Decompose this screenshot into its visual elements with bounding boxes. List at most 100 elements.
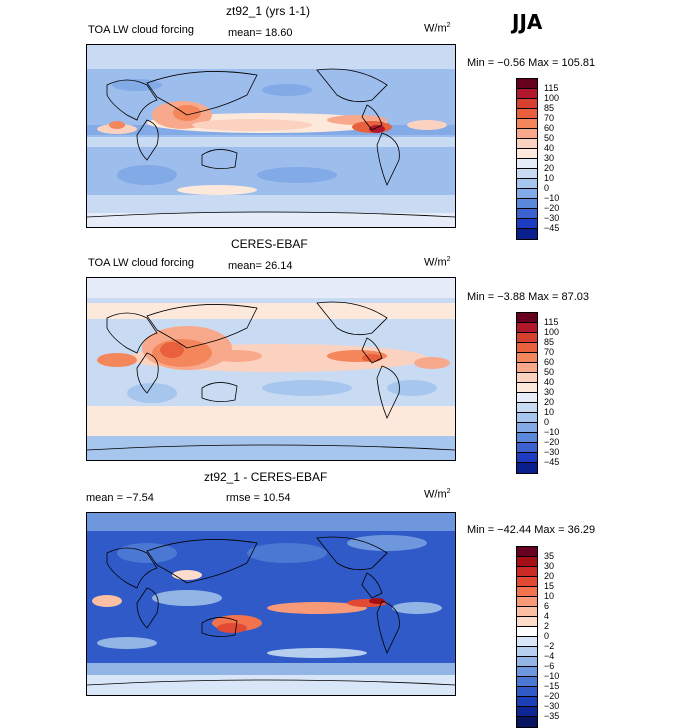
colorbar-tick-label: −35 [544, 711, 560, 721]
panel1-variable-label: TOA LW cloud forcing [88, 24, 194, 36]
colorbar-tick-label: 0 [544, 183, 550, 193]
colorbar-tick-label: −30 [544, 701, 560, 711]
colorbar-swatch [517, 79, 537, 89]
panel1-mean-label: mean= 18.60 [228, 27, 293, 39]
colorbar-tick-label: −6 [544, 661, 555, 671]
colorbar-tick-label: 100 [544, 327, 560, 337]
colorbar-tick-label: 85 [544, 103, 555, 113]
colorbar-tick-label: 60 [544, 357, 555, 367]
colorbar-swatch [517, 697, 537, 707]
colorbar-tick-label: −4 [544, 651, 555, 661]
colorbar-tick-label: 70 [544, 113, 555, 123]
colorbar-swatch [517, 413, 537, 423]
panel1-minmax: Min = −0.56 Max = 105.81 [467, 57, 596, 69]
panel1-title: zt92_1 (yrs 1-1) [226, 4, 311, 18]
panel3-title: zt92_1 - CERES-EBAF [204, 470, 328, 484]
colorbar-swatch [517, 363, 537, 373]
panel1-map [86, 44, 456, 228]
panel1-map-field [87, 45, 455, 227]
colorbar-tick-label: −20 [544, 691, 560, 701]
colorbar-swatch [517, 423, 537, 433]
panel2-mean-label: mean= 26.14 [228, 260, 293, 272]
colorbar-tick-label: −10 [544, 427, 560, 437]
colorbar-swatch [517, 647, 537, 657]
colorbar-tick-label: 85 [544, 337, 555, 347]
colorbar-swatch [517, 707, 537, 717]
colorbar-tick-label: 4 [544, 611, 550, 621]
colorbar-tick-label: 6 [544, 601, 550, 611]
panel1-colorbar: 115 100 85 70 60 50 40 30 20 10 0 −10 −20 −30 −45 [516, 78, 559, 240]
colorbar-tick-label: −30 [544, 447, 560, 457]
colorbar-swatch [517, 89, 537, 99]
colorbar-swatch [517, 443, 537, 453]
colorbar-tick-label: −20 [544, 437, 560, 447]
colorbar-swatch [517, 567, 537, 577]
colorbar-swatch [517, 373, 537, 383]
colorbar-swatch [517, 587, 537, 597]
colorbar-tick-label: 20 [544, 397, 555, 407]
colorbar-tick-label: −45 [544, 223, 560, 233]
panel2-colorbar-swatches [516, 312, 538, 474]
colorbar-tick-label: −10 [544, 671, 560, 681]
colorbar-swatch [517, 219, 537, 229]
colorbar-swatch [517, 383, 537, 393]
colorbar-tick-label: 30 [544, 153, 555, 163]
panel3-rmse-label: rmse = 10.54 [226, 492, 291, 504]
colorbar-swatch [517, 229, 537, 239]
colorbar-swatch [517, 139, 537, 149]
colorbar-swatch [517, 617, 537, 627]
colorbar-swatch [517, 463, 537, 473]
colorbar-swatch [517, 637, 537, 647]
colorbar-tick-label: 50 [544, 133, 555, 143]
colorbar-tick-label: 10 [544, 173, 555, 183]
colorbar-swatch [517, 179, 537, 189]
colorbar-swatch [517, 343, 537, 353]
colorbar-swatch [517, 433, 537, 443]
colorbar-tick-label: 30 [544, 387, 555, 397]
colorbar-tick-label: 10 [544, 591, 555, 601]
panel2-minmax: Min = −3.88 Max = 87.03 [467, 291, 589, 303]
panel2-map-field [87, 278, 455, 460]
colorbar-swatch [517, 99, 537, 109]
colorbar-swatch [517, 199, 537, 209]
panel3-minmax: Min = −42.44 Max = 36.29 [467, 524, 596, 536]
colorbar-swatch [517, 159, 537, 169]
colorbar-swatch [517, 557, 537, 567]
panel2-units-label: W/m2 [424, 256, 451, 269]
panel3-map-field [87, 513, 455, 695]
colorbar-swatch [517, 403, 537, 413]
colorbar-tick-label: 60 [544, 123, 555, 133]
colorbar-tick-label: 30 [544, 561, 555, 571]
colorbar-tick-label: 20 [544, 163, 555, 173]
colorbar-tick-label: 15 [544, 581, 555, 591]
colorbar-swatch [517, 353, 537, 363]
colorbar-swatch [517, 189, 537, 199]
colorbar-tick-label: 115 [544, 317, 559, 327]
colorbar-tick-label: 10 [544, 407, 555, 417]
colorbar-swatch [517, 109, 537, 119]
colorbar-swatch [517, 149, 537, 159]
colorbar-tick-label: −30 [544, 213, 560, 223]
colorbar-tick-label: 40 [544, 143, 555, 153]
colorbar-tick-label: −20 [544, 203, 560, 213]
panel3-colorbar-swatches [516, 546, 538, 728]
colorbar-swatch [517, 313, 537, 323]
colorbar-tick-label: −45 [544, 457, 560, 467]
colorbar-swatch [517, 657, 537, 667]
colorbar-swatch [517, 209, 537, 219]
colorbar-swatch [517, 687, 537, 697]
colorbar-swatch [517, 717, 537, 727]
season-label: JJA [512, 10, 543, 34]
panel3-units-label: W/m2 [424, 488, 451, 501]
colorbar-swatch [517, 607, 537, 617]
colorbar-swatch [517, 597, 537, 607]
colorbar-swatch [517, 547, 537, 557]
panel3-colorbar: 35 30 20 15 10 6 4 2 0 −2 −4 −6 −10 −15 −20 −30 −35 [516, 546, 559, 728]
panel3-map [86, 512, 456, 696]
colorbar-tick-label: −15 [544, 681, 560, 691]
colorbar-tick-label: −2 [544, 641, 555, 651]
colorbar-tick-label: 100 [544, 93, 560, 103]
colorbar-tick-label: 35 [544, 551, 555, 561]
colorbar-tick-label: 50 [544, 367, 555, 377]
colorbar-swatch [517, 577, 537, 587]
